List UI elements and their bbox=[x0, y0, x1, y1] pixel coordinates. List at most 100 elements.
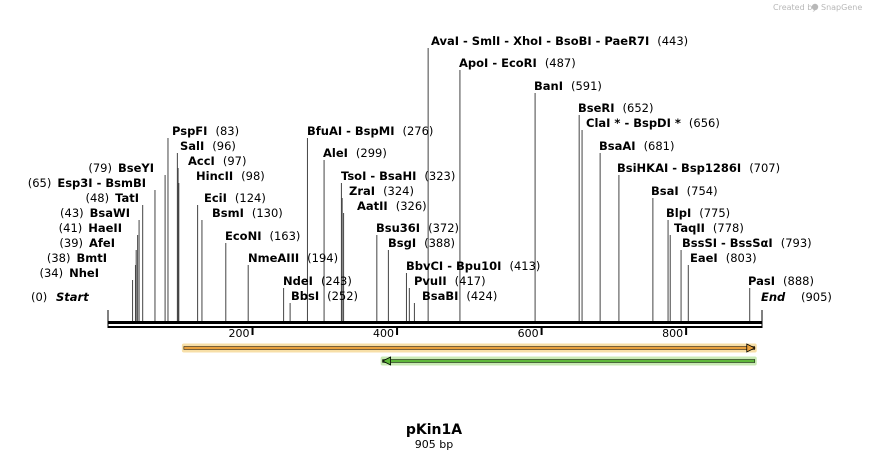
enzyme-position-zrai: (324) bbox=[383, 184, 414, 198]
enzyme-name-bsawi: BsaWI bbox=[90, 206, 130, 220]
enzyme-name-bsihkai-bsp1286i: BsiHKAI - Bsp1286I bbox=[617, 161, 741, 175]
enzyme-position-bsawi: (43) bbox=[60, 206, 84, 220]
enzyme-position-tsoi-bsahi: (323) bbox=[424, 169, 455, 183]
enzyme-position-bsgi: (388) bbox=[424, 236, 455, 250]
enzyme-position-bsaai: (681) bbox=[644, 139, 675, 153]
enzyme-name-haeii: HaeII bbox=[88, 221, 122, 235]
enzyme-position-bseyi: (79) bbox=[88, 161, 112, 175]
watermark-text: Created by bbox=[773, 3, 817, 12]
sequence-backbone-bottom bbox=[108, 326, 762, 328]
enzyme-name-avai-smli-xhoi-bsobi-paer7i: AvaI - SmlI - XhoI - BsoBI - PaeR7I bbox=[431, 34, 649, 48]
scale-label-200: 200 bbox=[229, 327, 250, 340]
enzyme-name-nmeaiii: NmeAIII bbox=[248, 251, 299, 265]
reverse-feature-arrowhead-icon bbox=[381, 356, 392, 366]
enzyme-name-ndei: NdeI bbox=[283, 274, 313, 288]
watermark-brand: SnapGene bbox=[821, 3, 862, 12]
enzyme-position-nmeaiii: (194) bbox=[307, 251, 338, 265]
enzyme-name-taqii: TaqII bbox=[674, 221, 705, 235]
scale-label-400: 400 bbox=[373, 327, 394, 340]
enzyme-position-alei: (299) bbox=[356, 146, 387, 160]
sequence-title: pKin1A bbox=[406, 422, 462, 438]
enzyme-position-pasi: (888) bbox=[783, 274, 814, 288]
start-label: Start bbox=[56, 290, 89, 304]
enzyme-name-afei: AfeI bbox=[89, 236, 115, 250]
enzyme-position-pvuii: (417) bbox=[455, 274, 486, 288]
enzyme-name-pvuii: PvuII bbox=[414, 274, 447, 288]
enzyme-position-haeii: (41) bbox=[59, 221, 83, 235]
enzyme-name-sali: SalI bbox=[180, 139, 204, 153]
enzyme-position-bmti: (38) bbox=[47, 251, 71, 265]
enzyme-position-apoi-ecori: (487) bbox=[545, 56, 576, 70]
enzyme-position-avai-smli-xhoi-bsobi-paer7i: (443) bbox=[657, 34, 688, 48]
enzyme-position-bbsi: (252) bbox=[327, 289, 358, 303]
enzyme-position-ecii: (124) bbox=[235, 191, 266, 205]
enzyme-position-econi: (163) bbox=[269, 229, 300, 243]
enzyme-name-bseyi: BseYI bbox=[118, 161, 154, 175]
enzyme-position-afei: (39) bbox=[59, 236, 83, 250]
enzyme-name-pspfi: PspFI bbox=[172, 124, 207, 138]
enzyme-name-zrai: ZraI bbox=[349, 184, 375, 198]
enzyme-name-tati: TatI bbox=[115, 191, 139, 205]
enzyme-name-bbvci-bpu10i: BbvCI - Bpu10I bbox=[406, 259, 501, 273]
enzyme-name-acci: AccI bbox=[188, 154, 215, 168]
enzyme-name-hincii: HincII bbox=[196, 169, 233, 183]
enzyme-name-bsaai: BsaAI bbox=[599, 139, 636, 153]
enzyme-position-bbvci-bpu10i: (413) bbox=[509, 259, 540, 273]
enzyme-name-econi: EcoNI bbox=[225, 229, 261, 243]
enzyme-name-nhei: NheI bbox=[69, 266, 99, 280]
enzyme-name-blpi: BlpI bbox=[666, 206, 691, 220]
cut-site-lines bbox=[132, 48, 751, 321]
enzyme-position-bsmi: (130) bbox=[252, 206, 283, 220]
enzyme-position-blpi: (775) bbox=[699, 206, 730, 220]
enzyme-name-aatii: AatII bbox=[357, 199, 388, 213]
enzyme-position-bsai: (754) bbox=[687, 184, 718, 198]
enzyme-position-aatii: (326) bbox=[396, 199, 427, 213]
enzyme-name-tsoi-bsahi: TsoI - BsaHI bbox=[341, 169, 416, 183]
enzyme-position-bani: (591) bbox=[571, 79, 602, 93]
enzyme-name-bsabi: BsaBI bbox=[422, 289, 458, 303]
enzyme-position-bfuai-bspmi: (276) bbox=[402, 124, 433, 138]
enzyme-name-bsu36i: Bsu36I bbox=[376, 221, 420, 235]
scale-label-600: 600 bbox=[518, 327, 539, 340]
enzyme-name-bsgi: BsgI bbox=[388, 236, 416, 250]
start-position: (0) bbox=[31, 290, 47, 304]
end-label: End bbox=[761, 290, 786, 304]
enzyme-name-bani: BanI bbox=[534, 79, 563, 93]
enzyme-name-ecii: EciI bbox=[204, 191, 227, 205]
forward-feature-arrow bbox=[183, 346, 756, 350]
enzyme-name-apoi-ecori: ApoI - EcoRI bbox=[459, 56, 537, 70]
cut-site-labels: NheI(34)BmtI(38)AfeI(39)HaeII(41)BsaWI(4… bbox=[28, 34, 814, 303]
enzyme-position-sali: (96) bbox=[212, 139, 236, 153]
enzyme-position-bsssi-bsss-i: (793) bbox=[781, 236, 812, 250]
enzyme-position-hincii: (98) bbox=[241, 169, 265, 183]
enzyme-name-bsmi: BsmI bbox=[212, 206, 244, 220]
enzyme-position-bsu36i: (372) bbox=[428, 221, 459, 235]
reverse-feature-arrow bbox=[382, 359, 756, 363]
enzyme-position-eaei: (803) bbox=[726, 251, 757, 265]
sequence-length: 905 bp bbox=[415, 438, 453, 451]
forward-feature-arrowhead-icon bbox=[746, 343, 756, 353]
enzyme-name-bsai: BsaI bbox=[651, 184, 679, 198]
feature-track bbox=[181, 343, 757, 366]
enzyme-position-taqii: (778) bbox=[713, 221, 744, 235]
enzyme-position-bsabi: (424) bbox=[466, 289, 497, 303]
enzyme-position-bseri: (652) bbox=[623, 101, 654, 115]
enzyme-name-alei: AleI bbox=[323, 146, 348, 160]
enzyme-position-nhei: (34) bbox=[40, 266, 64, 280]
enzyme-position-acci: (97) bbox=[223, 154, 247, 168]
enzyme-name-bfuai-bspmi: BfuAI - BspMI bbox=[307, 124, 394, 138]
enzyme-name-esp3i-bsmbi: Esp3I - BsmBI bbox=[57, 176, 146, 190]
enzyme-name-bmti: BmtI bbox=[76, 251, 107, 265]
enzyme-name-pasi: PasI bbox=[748, 274, 775, 288]
enzyme-position-tati: (48) bbox=[85, 191, 109, 205]
enzyme-position-ndei: (243) bbox=[321, 274, 352, 288]
enzyme-position-esp3i-bsmbi: (65) bbox=[28, 176, 52, 190]
enzyme-name-eaei: EaeI bbox=[690, 251, 718, 265]
sequence-backbone-top bbox=[108, 321, 762, 324]
end-position: (905) bbox=[801, 290, 832, 304]
enzyme-name-bseri: BseRI bbox=[578, 101, 615, 115]
snapgene-logo-icon bbox=[811, 3, 819, 11]
enzyme-position-clai-bspdi: (656) bbox=[689, 116, 720, 130]
enzyme-position-bsihkai-bsp1286i: (707) bbox=[749, 161, 780, 175]
